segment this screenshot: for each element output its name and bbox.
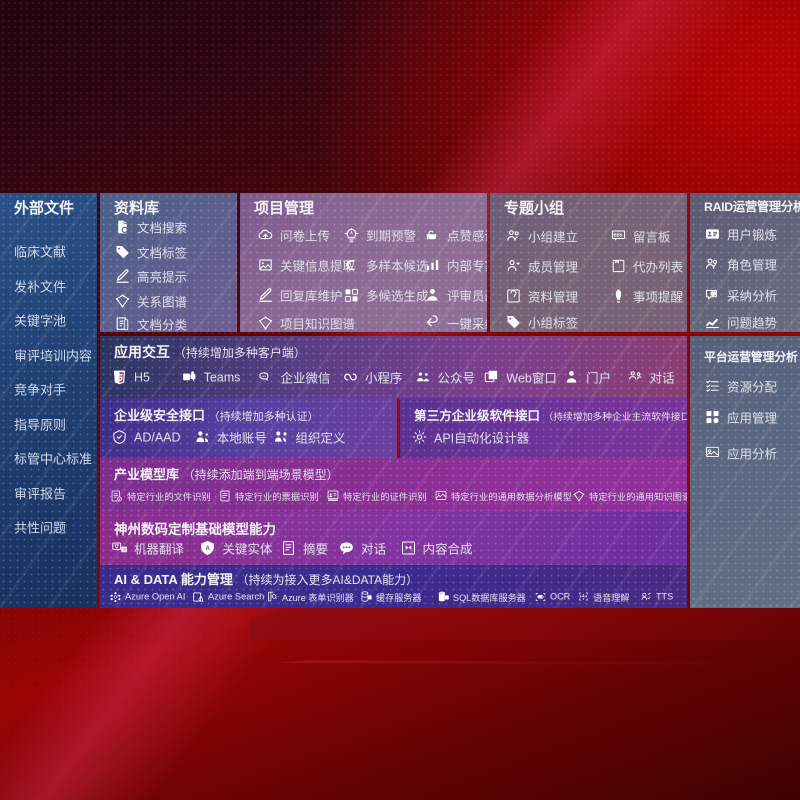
- svg-text:文: 文: [122, 546, 127, 553]
- svg-text:QA: QA: [712, 291, 716, 295]
- svg-text:A: A: [206, 545, 211, 552]
- svg-text:BBS: BBS: [614, 232, 623, 237]
- svg-text:OA: OA: [538, 596, 542, 599]
